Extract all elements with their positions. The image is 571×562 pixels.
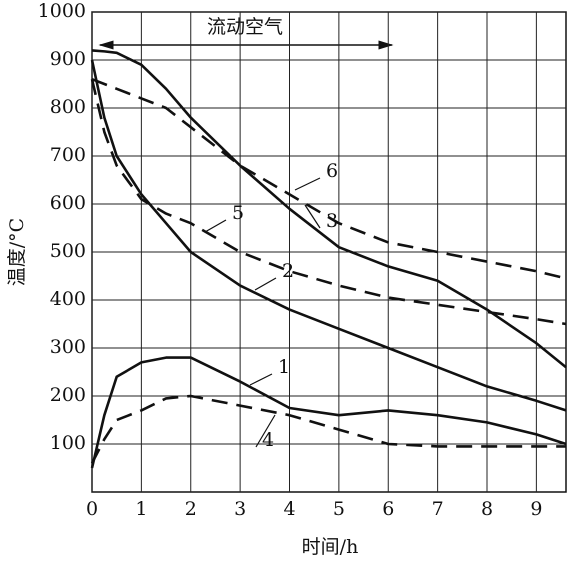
y-tick-label: 100 (50, 432, 86, 454)
y-tick-label: 900 (50, 48, 86, 70)
leader-line (304, 204, 321, 229)
leader-line (249, 373, 273, 386)
series-label: 6 (326, 160, 338, 182)
y-tick-label: 700 (50, 144, 86, 166)
x-tick-label: 6 (382, 498, 394, 520)
x-tick-label: 9 (530, 498, 542, 520)
x-tick-label: 5 (333, 498, 345, 520)
series-line (90, 356, 567, 469)
series-line (90, 59, 567, 412)
y-tick-label: 200 (50, 384, 86, 406)
series-line (91, 77, 567, 280)
y-tick-label: 400 (50, 288, 86, 310)
series-label: 2 (282, 260, 294, 282)
y-tick-label: 500 (50, 240, 86, 262)
series-label: 3 (326, 210, 338, 232)
y-axis-label: 温度/°C (6, 218, 28, 286)
series-label: 5 (232, 202, 244, 224)
series-line (91, 49, 567, 369)
x-tick-label: 2 (185, 498, 197, 520)
series-line (90, 78, 567, 326)
x-tick-label: 7 (432, 498, 444, 520)
y-tick-label: 300 (50, 336, 86, 358)
y-tick-label: 600 (50, 192, 86, 214)
x-tick-label: 0 (86, 498, 98, 520)
x-tick-label: 8 (481, 498, 493, 520)
x-tick-label: 4 (283, 498, 295, 520)
series-label: 1 (278, 356, 290, 378)
leader-line (255, 414, 276, 448)
leader-line (254, 277, 277, 291)
series-label: 4 (262, 429, 274, 451)
leader-line (294, 177, 321, 191)
leader-line (204, 219, 227, 233)
series-line (90, 394, 566, 464)
x-tick-label: 3 (234, 498, 246, 520)
x-axis-label: 时间/h (302, 536, 359, 558)
annotation: 流动空气 (207, 16, 283, 38)
x-tick-label: 1 (135, 498, 147, 520)
y-tick-label: 800 (50, 96, 86, 118)
y-tick-label: 1000 (38, 0, 86, 22)
